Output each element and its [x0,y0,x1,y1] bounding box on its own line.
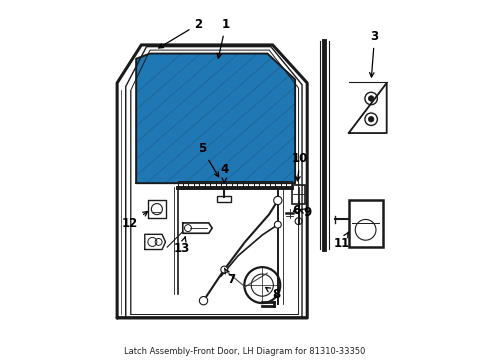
Text: 7: 7 [224,268,235,287]
Circle shape [221,266,228,273]
Text: 5: 5 [197,142,219,177]
Text: 8: 8 [266,287,280,301]
Text: 6: 6 [292,204,300,217]
Text: 9: 9 [300,206,312,219]
Text: 3: 3 [369,30,379,77]
Text: 12: 12 [122,212,147,230]
Circle shape [274,196,282,204]
Bar [292,185,305,204]
Text: 11: 11 [334,232,350,250]
Circle shape [295,218,302,225]
Circle shape [368,117,374,122]
Text: 4: 4 [220,163,228,183]
Circle shape [199,297,208,305]
Bar [218,196,231,202]
Circle shape [368,96,374,101]
Text: 2: 2 [159,18,202,48]
Text: 13: 13 [173,237,190,255]
Circle shape [274,221,281,228]
Bar [349,201,383,247]
Text: 1: 1 [217,18,230,58]
Text: 10: 10 [292,153,308,181]
Polygon shape [136,54,295,183]
Text: Latch Assembly-Front Door, LH Diagram for 81310-33350: Latch Assembly-Front Door, LH Diagram fo… [124,347,366,356]
